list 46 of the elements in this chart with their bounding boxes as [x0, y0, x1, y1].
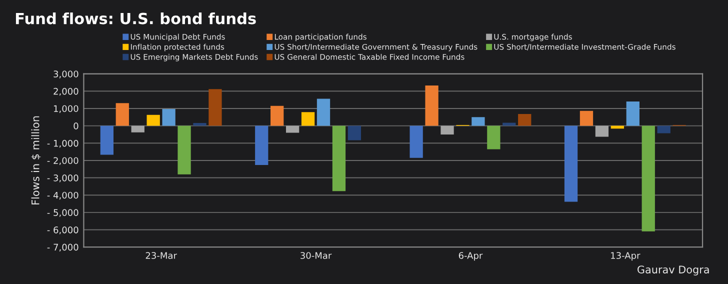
- y-tick-label: - 6,000: [47, 226, 78, 234]
- x-tick-label: 30-Mar: [300, 252, 332, 259]
- y-tick-label: 2,000: [54, 88, 78, 96]
- bar: [316, 98, 330, 126]
- bar: [425, 85, 438, 126]
- bar: [518, 114, 532, 126]
- bar: [100, 126, 114, 155]
- y-tick-label: 1,000: [54, 105, 78, 113]
- x-tick-label: 23-Mar: [146, 252, 177, 259]
- y-tick-label: - 1,000: [47, 140, 78, 148]
- bar: [193, 123, 206, 126]
- y-tick-label: - 4,000: [47, 192, 78, 200]
- bar: [487, 126, 500, 150]
- bar: [502, 122, 516, 126]
- y-tick-label: - 2,000: [47, 157, 78, 165]
- y-tick-label: 3,000: [54, 70, 78, 78]
- bar: [564, 126, 578, 202]
- bar: [116, 103, 129, 126]
- y-tick-label: - 5,000: [47, 209, 78, 217]
- x-tick-label: 13-Apr: [611, 252, 640, 261]
- bar: [131, 126, 144, 132]
- bar: [595, 126, 609, 137]
- bar: [348, 126, 362, 140]
- chart-title: Fund flows: U.S. bond funds: [16, 12, 256, 24]
- bar: [162, 109, 176, 126]
- bar: [270, 106, 284, 126]
- x-tick-label: 6-Apr: [458, 252, 483, 261]
- bar: [472, 117, 485, 126]
- bar: [410, 126, 423, 158]
- y-tick-label: - 7,000: [47, 244, 78, 252]
- y-tick-label: 0: [74, 122, 78, 130]
- bar: [332, 126, 346, 192]
- bar: [626, 102, 640, 126]
- y-tick-label: - 3,000: [47, 174, 78, 182]
- bar: [440, 126, 454, 134]
- bar: [580, 110, 594, 126]
- bar: [208, 89, 222, 126]
- bar: [146, 114, 160, 126]
- bar: [255, 126, 268, 165]
- bar: [286, 126, 300, 133]
- text: Gaurav Dogra: [638, 266, 709, 276]
- bar: [301, 112, 315, 126]
- bar: [657, 126, 670, 134]
- bar: [642, 126, 655, 232]
- bar: [178, 126, 191, 174]
- y-axis-title: Flows in $ million: [31, 116, 41, 204]
